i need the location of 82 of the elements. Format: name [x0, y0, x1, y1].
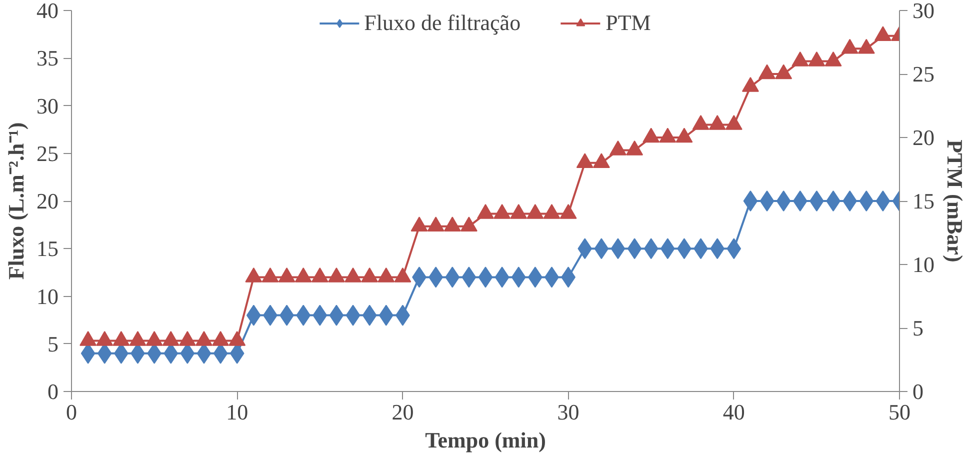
y2-tick-label: 5	[912, 316, 924, 340]
point	[792, 190, 808, 212]
point	[477, 204, 494, 219]
point	[725, 115, 742, 130]
point	[178, 330, 196, 346]
y-tick-label: 25	[36, 140, 58, 166]
point	[146, 330, 163, 346]
point	[859, 190, 874, 212]
point	[626, 140, 644, 156]
point	[494, 204, 511, 219]
y-tick-label: 35	[36, 46, 58, 71]
point	[775, 64, 792, 80]
legend-label: Fluxo de filtração	[364, 10, 521, 36]
point	[543, 204, 560, 219]
point	[576, 153, 594, 168]
point	[80, 330, 97, 346]
point	[394, 267, 412, 282]
x-axis-title: Tempo (min)	[425, 428, 546, 452]
x-tick-label: 0	[66, 400, 77, 424]
y-axis-title: Fluxo (L.m⁻².h⁻¹)	[4, 122, 28, 280]
y2-tick-label: 10	[912, 252, 934, 277]
point	[410, 216, 428, 232]
y-tick-label: 40	[36, 0, 58, 23]
point	[328, 267, 345, 282]
point	[278, 267, 296, 282]
point	[96, 330, 114, 346]
y2-tick-label: 0	[912, 379, 924, 404]
y-tick-label: 30	[36, 93, 58, 118]
point	[112, 330, 130, 346]
point	[526, 204, 544, 219]
x-tick-label: 40	[722, 400, 745, 424]
legend-label: PTM	[606, 10, 651, 36]
point	[824, 52, 842, 66]
point	[378, 267, 395, 282]
point	[262, 267, 279, 282]
y2-axis-title: PTM (mBar)	[942, 140, 968, 262]
point	[742, 76, 759, 92]
y2-tick-label: 25	[912, 62, 934, 86]
point	[444, 216, 461, 232]
point	[560, 204, 577, 219]
point	[676, 128, 693, 143]
point	[874, 26, 892, 42]
point	[841, 38, 858, 54]
y2-tick-label: 15	[912, 188, 934, 214]
point	[228, 330, 246, 346]
point	[510, 204, 528, 219]
point	[195, 330, 212, 346]
y-tick-label: 5	[48, 331, 58, 356]
point	[129, 330, 146, 346]
point	[245, 267, 262, 282]
point	[760, 190, 774, 212]
point	[858, 38, 875, 54]
point	[692, 115, 710, 130]
point	[427, 216, 444, 232]
x-tick-label: 20	[392, 400, 414, 424]
point	[592, 153, 610, 168]
point	[361, 267, 378, 282]
point	[212, 330, 230, 346]
point	[642, 128, 660, 143]
point	[460, 216, 478, 232]
y-tick-label: 10	[36, 284, 58, 309]
point	[808, 52, 826, 66]
y-tick-label: 20	[36, 188, 58, 214]
y2-tick-label: 30	[912, 0, 934, 23]
x-tick-label: 10	[226, 400, 248, 424]
point	[876, 190, 890, 212]
point	[792, 52, 809, 66]
y-tick-label: 15	[36, 236, 58, 262]
y2-tick-label: 20	[912, 125, 934, 150]
x-tick-label: 50	[888, 400, 910, 424]
point	[743, 190, 758, 212]
x-tick-label: 30	[557, 400, 580, 424]
point	[294, 267, 312, 282]
point	[162, 330, 180, 346]
point	[708, 115, 726, 130]
point	[659, 128, 676, 143]
point	[776, 190, 791, 212]
y-tick-label: 0	[48, 379, 58, 404]
point	[311, 267, 328, 282]
point	[609, 140, 626, 156]
point	[344, 267, 362, 282]
point	[758, 64, 776, 80]
